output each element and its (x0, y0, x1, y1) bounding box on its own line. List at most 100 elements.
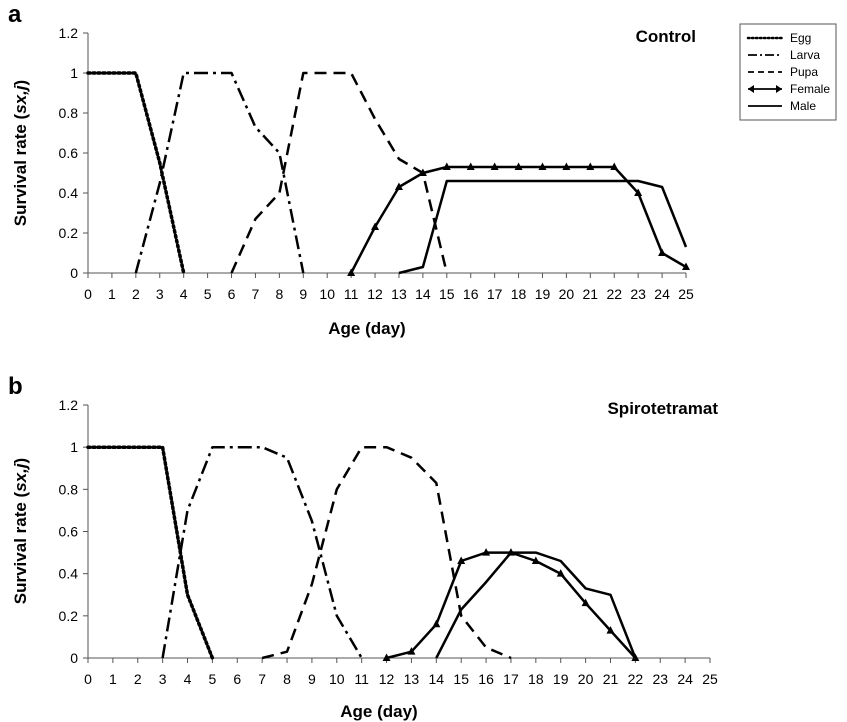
x-tick-label: 17 (487, 286, 503, 302)
x-tick-label: 15 (439, 286, 455, 302)
x-tick-label: 6 (233, 671, 241, 687)
series-line-egg (86, 445, 215, 660)
panel-letter: b (8, 373, 23, 400)
x-tick-label: 20 (578, 671, 594, 687)
x-tick-label: 25 (678, 286, 694, 302)
x-tick-label: 12 (379, 671, 395, 687)
y-tick-label: 1 (70, 439, 78, 455)
x-tick-label: 17 (503, 671, 519, 687)
series-line-male (398, 179, 688, 275)
y-axis-label: Survival rate (sx,j) (11, 458, 30, 604)
data-point-female (407, 647, 416, 655)
data-point-female (562, 162, 571, 170)
legend-label-male: Male (790, 99, 816, 113)
x-tick-label: 20 (559, 286, 575, 302)
x-tick-label: 18 (511, 286, 527, 302)
x-tick-label: 12 (367, 286, 383, 302)
x-tick-label: 18 (528, 671, 544, 687)
series-line-larva (161, 445, 363, 659)
series-line-pupa (230, 71, 449, 274)
y-axis-label: Survival rate (sx,j) (11, 80, 30, 226)
data-point-female (442, 162, 451, 170)
x-axis-label: Age (day) (340, 702, 417, 721)
y-tick-label: 0.6 (59, 524, 79, 540)
x-tick-label: 0 (84, 286, 92, 302)
y-tick-label: 0.2 (59, 225, 79, 241)
x-tick-label: 1 (109, 671, 117, 687)
data-point-female (538, 162, 547, 170)
y-tick-label: 0.8 (59, 105, 79, 121)
x-tick-label: 23 (652, 671, 668, 687)
x-tick-label: 2 (132, 286, 140, 302)
x-tick-label: 14 (415, 286, 431, 302)
x-tick-label: 8 (275, 286, 283, 302)
panel-title: Control (636, 27, 696, 46)
x-tick-label: 8 (283, 671, 291, 687)
legend-arrow-right-icon (776, 85, 782, 93)
y-tick-label: 0.4 (59, 185, 79, 201)
x-tick-label: 7 (258, 671, 266, 687)
panel-letter: a (8, 1, 22, 28)
x-tick-label: 24 (654, 286, 670, 302)
y-tick-label: 0 (70, 265, 78, 281)
legend-label-female: Female (790, 82, 830, 96)
panel-title: Spirotetramat (607, 399, 718, 418)
x-tick-label: 11 (354, 671, 369, 687)
data-point-female (682, 262, 690, 270)
data-point-female (531, 556, 540, 565)
x-tick-label: 16 (478, 671, 494, 687)
series-line-larva (134, 71, 305, 274)
series-line-male (435, 551, 637, 659)
data-point-female (606, 626, 615, 634)
x-tick-label: 9 (308, 671, 316, 687)
y-tick-label: 0.4 (59, 566, 79, 582)
y-tick-label: 0.6 (59, 145, 79, 161)
x-tick-label: 22 (628, 671, 644, 687)
x-tick-label: 24 (677, 671, 693, 687)
x-tick-label: 15 (453, 671, 469, 687)
legend-label-larva: Larva (790, 48, 820, 62)
data-point-female (490, 162, 499, 170)
legend: Egg Larva Pupa Female Male (739, 23, 837, 121)
data-point-female (466, 162, 475, 170)
series-line-female (349, 165, 687, 274)
legend-arrow-left-icon (748, 85, 754, 93)
data-point-female (610, 162, 619, 170)
x-tick-label: 10 (319, 286, 335, 302)
x-tick-label: 2 (134, 671, 142, 687)
data-point-female (394, 182, 403, 190)
data-point-female (347, 268, 356, 276)
x-tick-label: 25 (702, 671, 718, 687)
data-point-female (382, 653, 391, 661)
x-tick-label: 10 (329, 671, 345, 687)
x-tick-label: 5 (204, 286, 212, 302)
series-line-pupa (261, 445, 512, 660)
data-point-female (586, 162, 595, 170)
data-point-female (658, 248, 667, 256)
x-tick-label: 3 (156, 286, 164, 302)
x-tick-label: 4 (184, 671, 192, 687)
data-point-female (482, 548, 491, 556)
x-tick-label: 21 (583, 286, 599, 302)
x-tick-label: 1 (108, 286, 116, 302)
x-tick-label: 23 (630, 286, 646, 302)
x-tick-label: 13 (391, 286, 407, 302)
series-line-egg (86, 71, 186, 275)
y-tick-label: 1.2 (59, 25, 79, 41)
y-tick-label: 0.8 (59, 481, 79, 497)
y-tick-label: 1 (70, 65, 78, 81)
legend-label-pupa: Pupa (790, 65, 818, 79)
y-tick-label: 0 (70, 650, 78, 666)
x-tick-label: 19 (553, 671, 569, 687)
x-tick-label: 9 (299, 286, 307, 302)
y-tick-label: 0.2 (59, 608, 79, 624)
data-point-female (514, 162, 523, 170)
data-point-female (371, 222, 380, 230)
data-point-female (418, 168, 427, 176)
data-point-female (556, 569, 565, 577)
x-tick-label: 4 (180, 286, 188, 302)
x-tick-label: 7 (252, 286, 260, 302)
